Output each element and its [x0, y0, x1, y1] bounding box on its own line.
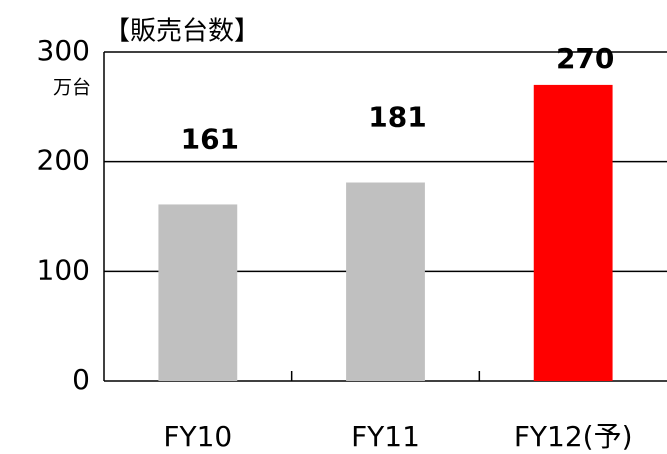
y-tick-label: 100	[37, 253, 90, 286]
value-label: 270	[556, 42, 614, 75]
y-tick-label: 200	[37, 144, 90, 177]
value-label: 161	[181, 122, 239, 155]
x-tick-label: FY12(予)	[514, 420, 633, 453]
bar	[533, 84, 613, 382]
y-tick-label: 0	[72, 363, 90, 396]
bar	[158, 204, 238, 381]
bar	[346, 182, 425, 381]
x-tick-label: FY11	[351, 420, 420, 453]
x-tick-label: FY10	[163, 420, 232, 453]
y-tick-label: 300	[37, 34, 90, 67]
value-label: 181	[368, 101, 426, 134]
chart-title: 【販売台数】	[104, 17, 260, 47]
y-axis-unit: 万台	[53, 77, 91, 99]
